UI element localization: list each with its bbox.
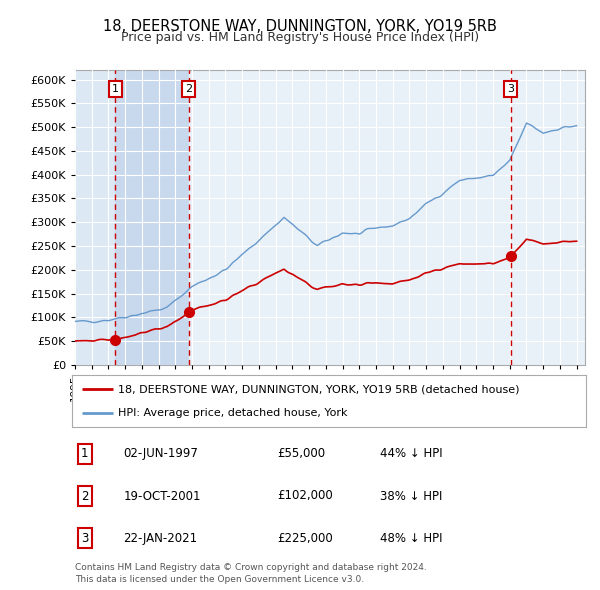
Text: 2: 2 — [81, 490, 89, 503]
Text: This data is licensed under the Open Government Licence v3.0.: This data is licensed under the Open Gov… — [75, 575, 364, 584]
Text: 3: 3 — [507, 84, 514, 94]
Text: 22-JAN-2021: 22-JAN-2021 — [124, 532, 197, 545]
Text: 02-JUN-1997: 02-JUN-1997 — [124, 447, 198, 460]
Text: Contains HM Land Registry data © Crown copyright and database right 2024.: Contains HM Land Registry data © Crown c… — [75, 563, 427, 572]
Bar — [75, 70, 115, 365]
Text: 38% ↓ HPI: 38% ↓ HPI — [380, 490, 443, 503]
Text: 2: 2 — [185, 84, 192, 94]
Text: Price paid vs. HM Land Registry's House Price Index (HPI): Price paid vs. HM Land Registry's House … — [121, 31, 479, 44]
Text: 44% ↓ HPI: 44% ↓ HPI — [380, 447, 443, 460]
Text: 1: 1 — [112, 84, 119, 94]
Bar — [189, 70, 511, 365]
Bar — [511, 70, 585, 365]
Text: 3: 3 — [81, 532, 89, 545]
Text: £102,000: £102,000 — [278, 490, 334, 503]
Text: 18, DEERSTONE WAY, DUNNINGTON, YORK, YO19 5RB: 18, DEERSTONE WAY, DUNNINGTON, YORK, YO1… — [103, 19, 497, 34]
Text: £55,000: £55,000 — [278, 447, 326, 460]
Text: £225,000: £225,000 — [278, 532, 334, 545]
Bar — [115, 70, 189, 365]
Text: 48% ↓ HPI: 48% ↓ HPI — [380, 532, 443, 545]
Text: 1: 1 — [81, 447, 89, 460]
Text: 18, DEERSTONE WAY, DUNNINGTON, YORK, YO19 5RB (detached house): 18, DEERSTONE WAY, DUNNINGTON, YORK, YO1… — [118, 384, 520, 394]
Text: 19-OCT-2001: 19-OCT-2001 — [124, 490, 201, 503]
Text: HPI: Average price, detached house, York: HPI: Average price, detached house, York — [118, 408, 348, 418]
